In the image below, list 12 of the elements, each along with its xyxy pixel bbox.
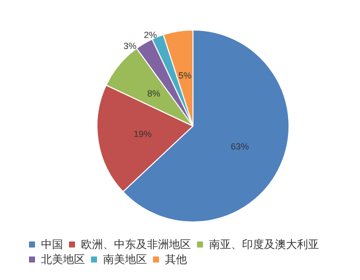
data-label: 3% xyxy=(124,40,137,51)
legend-label: 欧洲、中东及非洲地区 xyxy=(81,238,191,251)
data-label: 5% xyxy=(178,70,192,81)
legend-label: 中国 xyxy=(41,238,63,251)
legend-label: 其他 xyxy=(165,253,187,266)
data-label: 19% xyxy=(134,128,152,139)
data-label: 8% xyxy=(147,88,160,98)
data-label: 63% xyxy=(230,141,249,152)
legend-label: 南美地区 xyxy=(103,253,147,266)
data-label: 2% xyxy=(144,30,157,40)
legend-label: 北美地区 xyxy=(41,253,85,266)
legend-label: 南亚、印度及澳大利亚 xyxy=(209,238,319,251)
